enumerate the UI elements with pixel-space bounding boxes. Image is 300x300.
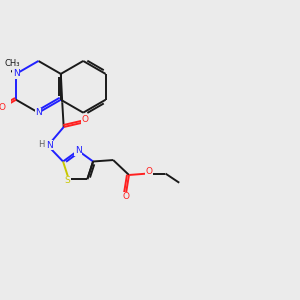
Text: N: N: [13, 69, 20, 78]
Text: O: O: [82, 115, 89, 124]
Text: O: O: [146, 167, 153, 176]
Text: H: H: [38, 140, 45, 149]
Text: N: N: [35, 108, 42, 117]
Text: N: N: [46, 141, 53, 150]
Text: N: N: [75, 146, 81, 155]
Text: O: O: [0, 103, 6, 112]
Text: S: S: [64, 176, 70, 185]
Text: O: O: [123, 192, 130, 201]
Text: CH₃: CH₃: [4, 58, 20, 68]
